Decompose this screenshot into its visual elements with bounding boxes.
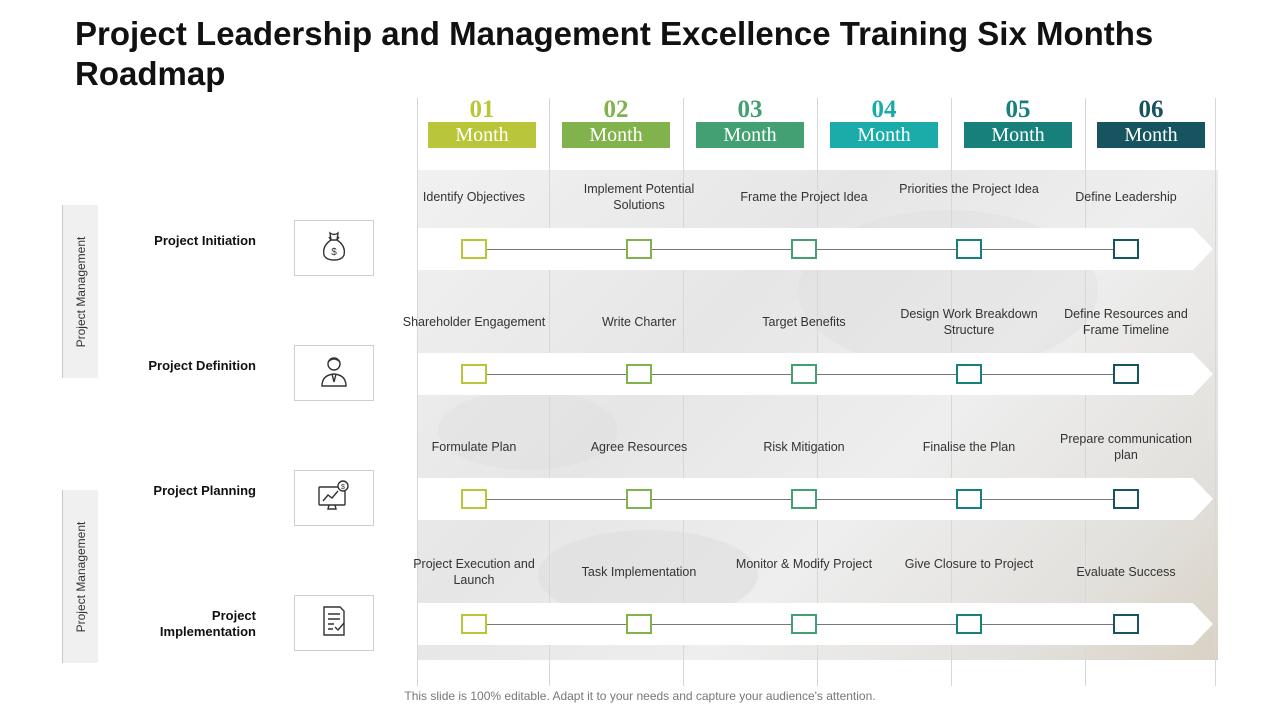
milestone-marker (626, 364, 652, 384)
side-tab-label: Project Management (73, 236, 88, 347)
milestone-marker (461, 489, 487, 509)
task-label: Priorities the Project Idea (899, 182, 1039, 196)
month-label: Month (964, 122, 1072, 148)
task-label: Risk Mitigation (763, 440, 845, 454)
task-label: Monitor & Modify Project (735, 557, 873, 571)
grid-column-divider (417, 98, 418, 686)
task-label: Prepare communication plan (1059, 432, 1192, 462)
month-label: Month (1097, 122, 1205, 148)
month-number: 05 (1005, 96, 1031, 123)
row-label: Project Planning (153, 483, 256, 498)
task-label: Agree Resources (590, 440, 688, 454)
side-tab-project-management: Project Management (62, 205, 98, 378)
svg-text:$: $ (341, 484, 345, 491)
side-tab-label: Project Management (73, 521, 88, 632)
month-number: 04 (871, 96, 897, 123)
milestone-marker (956, 614, 982, 634)
month-number: 01 (469, 96, 495, 123)
row-label: Project Definition (148, 358, 256, 373)
footer-note: This slide is 100% editable. Adapt it to… (404, 689, 876, 703)
month-label: Month (830, 122, 938, 148)
task-label: Project Execution and Launch (413, 557, 535, 587)
milestone-marker (791, 489, 817, 509)
task-label: Task Implementation (581, 565, 697, 579)
month-number: 06 (1138, 96, 1164, 123)
businessman-icon (316, 353, 352, 394)
task-label: Identify Objectives (422, 190, 526, 204)
milestone-marker (626, 489, 652, 509)
milestone-marker (461, 614, 487, 634)
milestone-marker (956, 364, 982, 384)
milestone-marker (791, 239, 817, 259)
milestone-marker (626, 239, 652, 259)
task-label: Shareholder Engagement (402, 315, 546, 329)
task-label: Implement Potential Solutions (583, 182, 695, 212)
milestone-marker (461, 239, 487, 259)
task-label: Finalise the Plan (922, 440, 1016, 454)
milestone-marker (1113, 239, 1139, 259)
task-label: Design Work Breakdown Structure (900, 307, 1038, 337)
milestone-marker (956, 489, 982, 509)
row-icon-box: $ (294, 220, 374, 276)
svg-text:$: $ (331, 247, 337, 258)
month-number: 02 (603, 96, 629, 123)
task-label: Formulate Plan (431, 440, 517, 454)
month-label: Month (428, 122, 536, 148)
month-number: 03 (737, 96, 763, 123)
side-tab-project-management: Project Management (62, 490, 98, 663)
task-label: Evaluate Success (1076, 565, 1176, 579)
milestone-marker (791, 614, 817, 634)
task-label: Target Benefits (762, 315, 846, 329)
row-label: Project Initiation (154, 233, 256, 248)
task-label: Give Closure to Project (904, 557, 1034, 571)
month-label: Month (696, 122, 804, 148)
monitor-chart-icon: $ (316, 478, 352, 519)
milestone-marker (1113, 364, 1139, 384)
milestone-marker (461, 364, 487, 384)
row-icon-box (294, 345, 374, 401)
milestone-marker (791, 364, 817, 384)
checklist-document-icon (316, 603, 352, 644)
task-label: Define Leadership (1075, 190, 1177, 204)
task-label: Write Charter (601, 315, 677, 329)
month-label: Month (562, 122, 670, 148)
row-label: Project Implementation (159, 608, 256, 639)
task-label: Define Resources and Frame Timeline (1064, 307, 1188, 337)
milestone-marker (1113, 489, 1139, 509)
milestone-marker (956, 239, 982, 259)
page-title: Project Leadership and Management Excell… (75, 15, 1154, 92)
task-label: Frame the Project Idea (740, 190, 868, 204)
money-bag-icon: $ (316, 228, 352, 269)
row-icon-box: $ (294, 470, 374, 526)
milestone-marker (626, 614, 652, 634)
milestone-marker (1113, 614, 1139, 634)
row-icon-box (294, 595, 374, 651)
grid-column-divider (1215, 98, 1216, 686)
